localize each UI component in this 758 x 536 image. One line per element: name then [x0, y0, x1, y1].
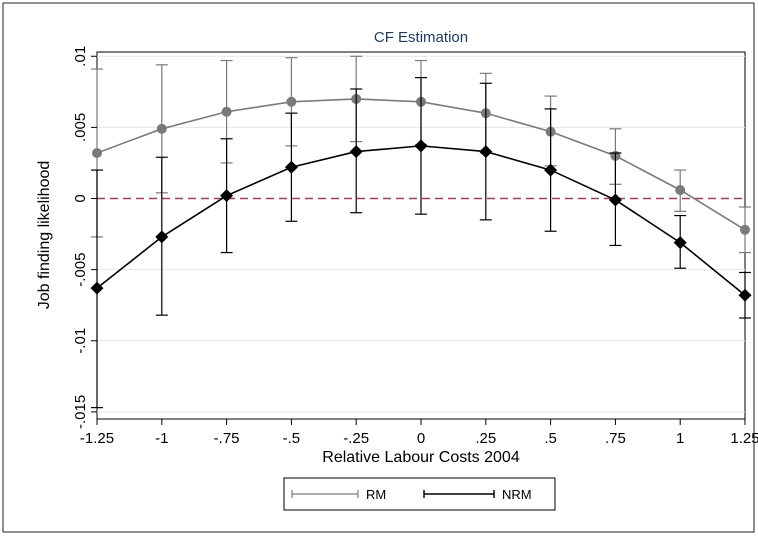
- y-tick-label: -.005: [72, 253, 89, 287]
- legend: RM NRM: [283, 477, 556, 511]
- y-axis-label: Job finding likelihood: [36, 161, 53, 310]
- y-tick-label: -.015: [72, 395, 89, 429]
- x-tick-label: -.5: [283, 430, 301, 447]
- y-tick-label: -.01: [72, 328, 89, 354]
- data-point: [221, 106, 232, 117]
- data-point: [544, 163, 558, 177]
- data-point: [286, 96, 297, 107]
- x-tick-label: -.75: [214, 430, 240, 447]
- x-tick-label: .75: [605, 430, 626, 447]
- data-point: [284, 160, 298, 174]
- series-nrm: [90, 77, 752, 409]
- data-point: [479, 145, 493, 159]
- y-tick-label: .01: [72, 46, 89, 67]
- data-point: [675, 184, 686, 195]
- data-point: [414, 139, 428, 153]
- x-axis: -1.25 -1 -.75 -.5 -.25 0 .25 .5 .75 1 1.25: [80, 419, 758, 447]
- legend-entry-nrm: NRM: [423, 487, 532, 502]
- data-point: [155, 230, 169, 244]
- data-point: [608, 193, 622, 207]
- legend-label-rm: RM: [366, 487, 386, 502]
- y-axis: .01 .005 0 -.005 -.01 -.015: [72, 46, 97, 429]
- x-tick-label: -.25: [343, 430, 369, 447]
- series-group: [90, 55, 752, 409]
- x-axis-label: Relative Labour Costs 2004: [322, 449, 520, 466]
- y-tick-label: .005: [72, 113, 89, 142]
- x-tick-label: -1.25: [80, 430, 114, 447]
- x-tick-label: 1.25: [730, 430, 758, 447]
- data-point: [738, 288, 752, 302]
- y-tick-label: 0: [72, 194, 89, 202]
- data-point: [740, 224, 750, 235]
- x-tick-label: 0: [417, 430, 425, 447]
- chart-title: CF Estimation: [374, 29, 468, 46]
- data-point: [156, 123, 167, 134]
- legend-label-nrm: NRM: [502, 487, 532, 502]
- x-tick-label: -1: [155, 430, 168, 447]
- x-tick-label: 1: [676, 430, 684, 447]
- data-point: [92, 147, 102, 158]
- x-tick-label: .5: [544, 430, 557, 447]
- legend-entry-rm: RM: [291, 487, 386, 502]
- data-point: [673, 236, 687, 250]
- data-point: [90, 281, 104, 295]
- x-tick-label: .25: [475, 430, 496, 447]
- data-point: [349, 145, 363, 159]
- data-point: [220, 189, 234, 203]
